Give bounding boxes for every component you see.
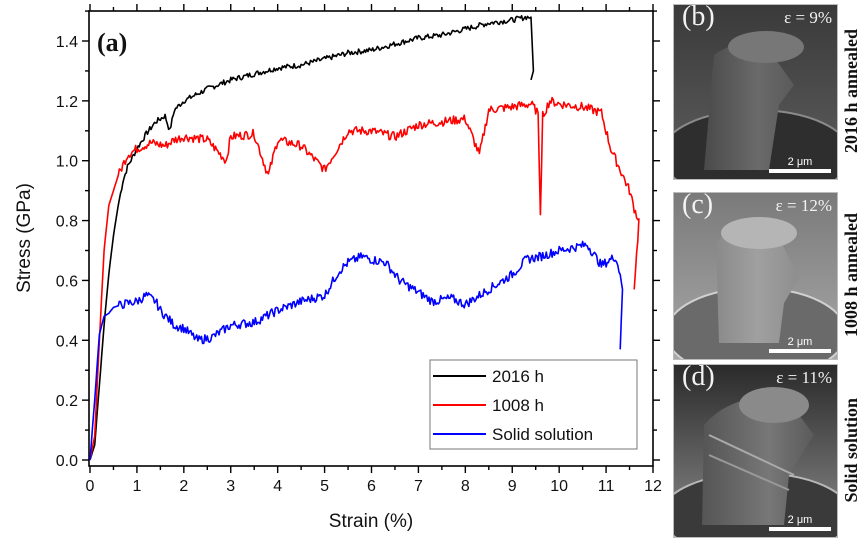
legend-label-2016h: 2016 h (492, 367, 544, 386)
x-tick-label: 9 (508, 478, 517, 495)
scale-bar-d: 2 μm (769, 514, 831, 531)
sem-panel-label-c: (c) (682, 192, 714, 220)
sem-panel-label-d: (d) (682, 364, 715, 392)
condition-text-b: 2016 h annealed (841, 28, 861, 154)
scale-bar-c: 2 μm (769, 336, 831, 353)
micropillar-image-d (674, 365, 837, 537)
series-layer (89, 15, 640, 461)
x-tick-label: 1 (132, 478, 141, 495)
x-tick-label: 6 (367, 478, 376, 495)
y-tick-labels: 0.0 0.2 0.4 0.6 0.8 1.0 1.2 1.4 (56, 34, 78, 470)
legend-label-1008h: 1008 h (492, 396, 544, 415)
x-tick-label: 4 (273, 478, 282, 495)
sem-image-d: (d) ε = 11% 2 μm (673, 364, 838, 538)
x-tick-labels: 0 1 2 3 4 5 6 7 8 9 10 11 12 (86, 478, 662, 495)
series-line-solid-solution (89, 240, 624, 461)
y-tick-label: 0.8 (56, 214, 78, 231)
x-tick-label: 8 (461, 478, 470, 495)
condition-label-d: Solid solution (838, 364, 865, 536)
sem-image-c: (c) ε = 12% 2 μm (673, 192, 838, 360)
x-tick-label: 0 (86, 478, 95, 495)
y-axis-title: Stress (GPa) (14, 183, 35, 293)
sem-strain-c: ε = 12% (775, 196, 832, 215)
y-tick-label: 1.0 (56, 154, 78, 171)
x-tick-label: 5 (320, 478, 329, 495)
x-tick-label: 2 (179, 478, 188, 495)
stress-strain-chart: 0 1 2 3 4 5 6 7 8 9 10 11 12 0.00.20.40.60.81.01.21.… (14, 4, 662, 532)
axis-ticks (82, 4, 660, 473)
sem-panel-label-b: (b) (682, 4, 715, 32)
micropillar-image-c (674, 193, 837, 359)
x-axis-title: Strain (%) (329, 511, 413, 532)
x-tick-label: 3 (226, 478, 235, 495)
micropillar-image-b (674, 5, 837, 179)
condition-text-d: Solid solution (841, 397, 861, 503)
x-tick-label: 7 (414, 478, 423, 495)
condition-label-c: 1008 h annealed (838, 192, 865, 358)
x-tick-label: 11 (598, 478, 615, 495)
y-tick-label: 0.4 (56, 333, 78, 350)
legend: 2016 h 1008 h Solid solution (429, 359, 638, 450)
sem-strain-b: ε = 9% (784, 8, 832, 27)
scale-bar-line-d (769, 527, 831, 531)
scale-bar-line-c (769, 349, 831, 353)
sem-strain-d: ε = 11% (776, 368, 832, 387)
x-tick-label: 12 (644, 478, 662, 495)
y-tick-label: 0.0 (56, 453, 78, 470)
scale-bar-b: 2 μm (769, 156, 831, 173)
scale-bar-text-c: 2 μm (787, 336, 813, 348)
panel-label-a: (a) (97, 28, 127, 57)
y-tick-label: 1.2 (56, 94, 78, 111)
scale-bar-text-b: 2 μm (787, 156, 813, 168)
series-line-1008-h (89, 96, 640, 461)
x-tick-label: 10 (550, 478, 568, 495)
scale-bar-text-d: 2 μm (787, 514, 813, 526)
legend-label-solid-solution: Solid solution (492, 425, 593, 444)
sem-image-b: (b) ε = 9% 2 μm (673, 4, 838, 180)
y-tick-label: 0.2 (56, 393, 78, 410)
scale-bar-line-b (769, 169, 831, 173)
y-tick-label: 0.6 (56, 273, 78, 290)
condition-label-b: 2016 h annealed (838, 4, 865, 178)
condition-text-c: 1008 h annealed (841, 212, 861, 338)
y-tick-label: 1.4 (56, 34, 78, 51)
series-line-2016-h (89, 15, 535, 461)
